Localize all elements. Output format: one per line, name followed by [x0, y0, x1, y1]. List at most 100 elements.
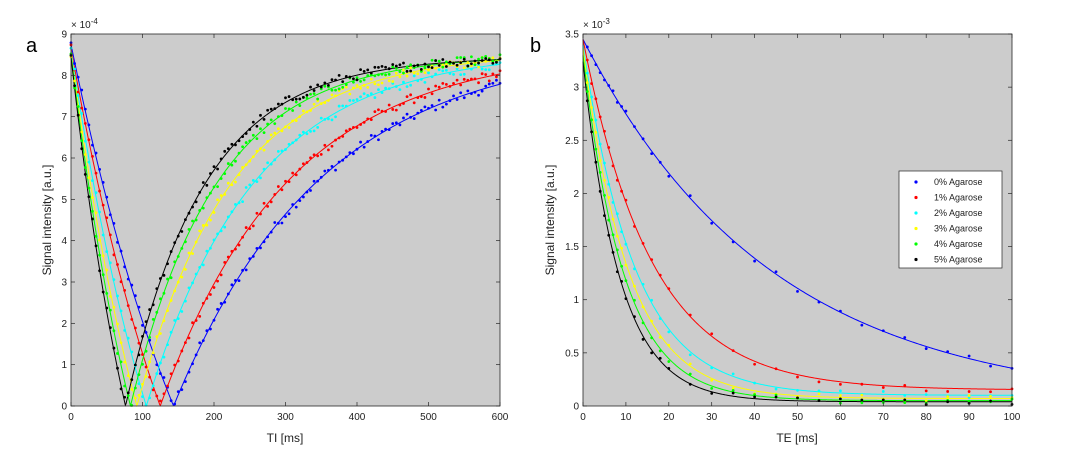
- data-point: [116, 352, 119, 355]
- data-point: [101, 203, 105, 207]
- data-point: [276, 221, 280, 225]
- data-point: [423, 62, 427, 66]
- data-point: [126, 394, 130, 397]
- data-point: [273, 122, 277, 126]
- panel-a-plot-area: [71, 34, 500, 406]
- y-tick-label: 1: [573, 295, 579, 306]
- data-point: [366, 74, 370, 77]
- data-point: [212, 318, 216, 322]
- data-point: [585, 99, 589, 103]
- data-point: [259, 147, 262, 151]
- x-tick-label: 400: [349, 412, 366, 423]
- data-point: [266, 139, 270, 143]
- data-point: [477, 61, 480, 65]
- data-point: [294, 173, 298, 177]
- data-point: [94, 151, 98, 155]
- data-point: [484, 84, 488, 88]
- data-point: [330, 93, 334, 97]
- data-point: [688, 382, 692, 386]
- data-point: [98, 167, 101, 171]
- data-point: [359, 68, 362, 72]
- data-point: [594, 118, 598, 122]
- data-point: [473, 77, 477, 81]
- data-point: [412, 64, 416, 68]
- data-point: [116, 366, 119, 370]
- data-point: [259, 212, 262, 216]
- x-tick-label: 100: [1004, 412, 1021, 423]
- data-point: [166, 262, 169, 266]
- data-point: [427, 65, 430, 69]
- data-point: [226, 255, 230, 259]
- data-point: [650, 152, 654, 156]
- y-tick-label: 0: [61, 402, 67, 413]
- data-point: [377, 138, 380, 142]
- data-point: [205, 249, 209, 253]
- data-point: [437, 85, 441, 89]
- data-point: [244, 226, 248, 229]
- data-point: [98, 253, 101, 257]
- data-point: [402, 80, 405, 84]
- data-point: [491, 72, 495, 76]
- data-point: [284, 179, 287, 183]
- data-point: [155, 335, 159, 338]
- data-point: [198, 315, 202, 318]
- data-point: [169, 250, 173, 253]
- legend-marker: [914, 211, 918, 215]
- data-point: [144, 374, 148, 378]
- data-point: [201, 224, 205, 227]
- data-point: [98, 269, 101, 273]
- data-point: [484, 68, 488, 72]
- data-point: [144, 365, 148, 369]
- data-point: [412, 101, 416, 105]
- data-point: [259, 113, 262, 117]
- data-point: [377, 83, 380, 87]
- data-point: [80, 147, 84, 151]
- data-point: [430, 104, 434, 107]
- series-4pct-agarose: [585, 90, 1014, 405]
- data-point: [590, 130, 593, 134]
- data-point: [402, 71, 405, 75]
- data-point: [184, 299, 187, 303]
- data-point: [817, 392, 821, 396]
- data-point: [348, 99, 352, 102]
- data-point: [394, 121, 398, 125]
- data-point: [101, 233, 105, 237]
- panel-b-x-label: TE [ms]: [776, 431, 817, 445]
- legend-label: 1% Agarose: [934, 193, 983, 203]
- data-point: [323, 81, 327, 85]
- data-point: [352, 86, 355, 90]
- data-point: [359, 140, 362, 144]
- data-point: [83, 153, 87, 156]
- y-tick-label: 1: [61, 360, 67, 371]
- data-point: [430, 92, 434, 96]
- data-point: [405, 74, 409, 78]
- data-point: [291, 98, 295, 102]
- data-point: [216, 232, 219, 236]
- legend-label: 5% Agarose: [934, 255, 983, 265]
- data-point: [141, 353, 144, 356]
- data-point: [341, 158, 345, 162]
- data-point: [585, 90, 589, 93]
- data-point: [731, 388, 735, 392]
- data-point: [226, 292, 230, 296]
- data-point: [155, 287, 159, 290]
- data-point: [441, 105, 445, 109]
- data-point: [162, 376, 166, 379]
- data-point: [484, 55, 488, 58]
- x-tick-label: 10: [620, 412, 632, 423]
- data-point: [337, 74, 341, 77]
- data-point: [237, 243, 241, 247]
- data-point: [470, 92, 473, 95]
- data-point: [180, 275, 184, 279]
- data-point: [341, 135, 345, 138]
- data-point: [641, 282, 645, 286]
- data-point: [130, 350, 134, 354]
- data-point: [126, 304, 130, 308]
- x-tick-label: 500: [420, 412, 437, 423]
- data-point: [362, 83, 366, 87]
- data-point: [594, 63, 598, 67]
- data-point: [119, 309, 123, 313]
- data-point: [590, 118, 593, 122]
- data-point: [967, 390, 971, 393]
- data-point: [301, 195, 305, 199]
